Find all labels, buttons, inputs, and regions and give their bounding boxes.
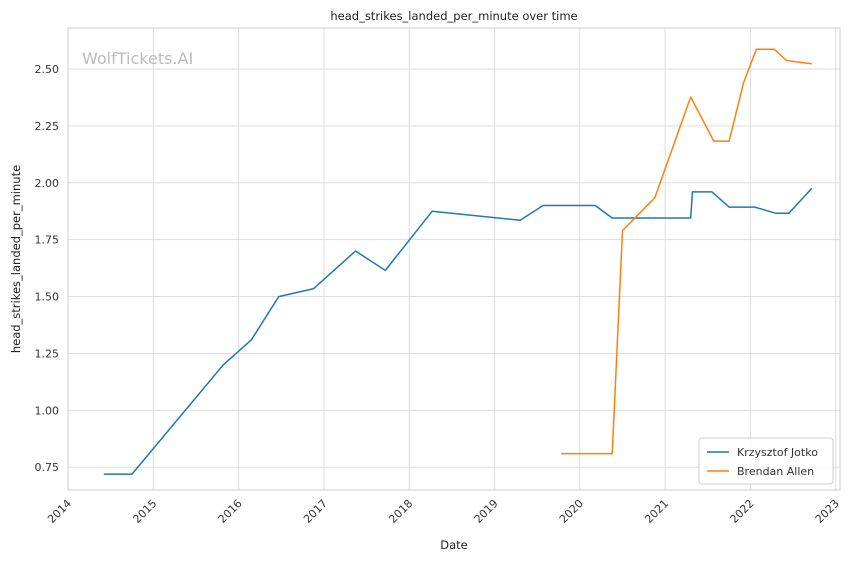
y-axis-title: head_strikes_landed_per_minute (9, 165, 23, 353)
y-tick-labels: 0.75 1.00 1.25 1.50 1.75 2.00 2.25 2.50 (35, 63, 60, 474)
watermark: WolfTickets.AI (82, 49, 193, 68)
x-tick-label: 2018 (386, 497, 415, 526)
legend-label: Krzysztof Jotko (737, 446, 818, 459)
x-tick-label: 2023 (813, 497, 842, 526)
x-tick-label: 2017 (301, 497, 330, 526)
y-tick-label: 2.00 (35, 177, 60, 190)
legend-label: Brendan Allen (737, 465, 814, 478)
x-tick-labels: 2014 2015 2016 2017 2018 2019 2020 2021 2022 2023 (45, 497, 842, 526)
series-lines (103, 48, 813, 475)
x-tick-label: 2014 (45, 497, 74, 526)
x-tick-label: 2016 (216, 497, 245, 526)
x-tick-label: 2021 (642, 497, 671, 526)
y-tick-label: 2.25 (35, 120, 60, 133)
series-line-1 (561, 48, 812, 455)
x-axis-title: Date (440, 538, 468, 552)
y-tick-label: 1.00 (35, 404, 60, 417)
series-line-0 (103, 187, 813, 475)
x-tick-label: 2019 (472, 497, 501, 526)
y-tick-label: 2.50 (35, 63, 60, 76)
x-tick-label: 2015 (130, 497, 159, 526)
x-tick-label: 2022 (728, 497, 757, 526)
y-tick-label: 0.75 (35, 461, 60, 474)
y-tick-label: 1.25 (35, 347, 60, 360)
legend-box (698, 437, 834, 485)
y-tick-label: 1.75 (35, 234, 60, 247)
chart-title: head_strikes_landed_per_minute over time (330, 9, 577, 23)
legend: Krzysztof Jotko Brendan Allen (698, 437, 834, 485)
x-tick-label: 2020 (557, 497, 586, 526)
grid (67, 28, 840, 490)
y-tick-label: 1.50 (35, 291, 60, 304)
plot-area (67, 27, 841, 491)
